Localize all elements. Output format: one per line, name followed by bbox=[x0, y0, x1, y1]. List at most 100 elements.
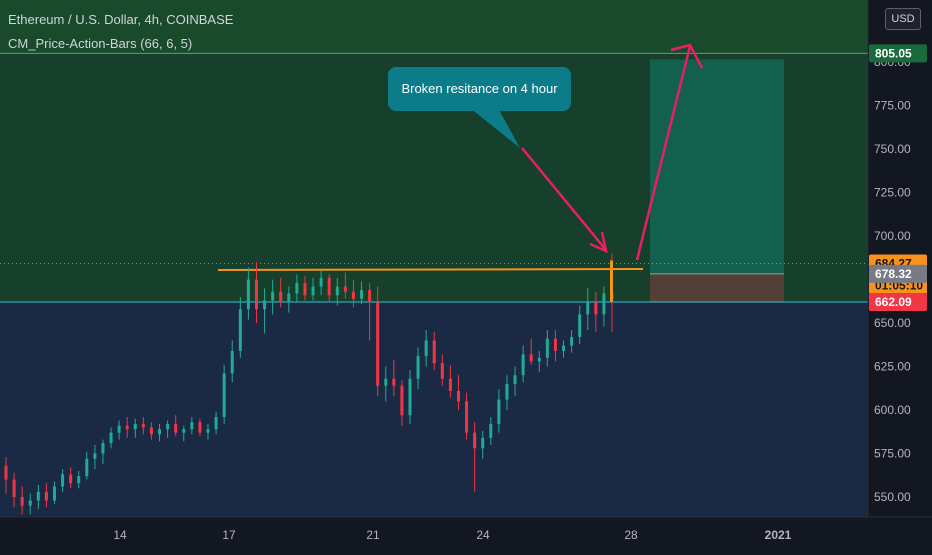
y-tick-label: 575.00 bbox=[874, 447, 911, 461]
candle-body bbox=[513, 375, 517, 384]
candle-body bbox=[166, 423, 170, 430]
candle-body bbox=[61, 474, 65, 487]
candle-body bbox=[222, 373, 226, 417]
candle-body bbox=[20, 497, 24, 506]
candle-body bbox=[149, 427, 153, 435]
candle-body bbox=[311, 286, 315, 296]
candle-body bbox=[327, 277, 331, 296]
candle-body bbox=[376, 302, 380, 386]
candle-body bbox=[553, 338, 557, 351]
candle-body bbox=[190, 422, 194, 430]
x-tick-label: 17 bbox=[222, 528, 236, 542]
candle-body bbox=[52, 486, 56, 501]
candle-body bbox=[44, 491, 48, 501]
candle-body bbox=[109, 432, 113, 444]
candle-body bbox=[174, 423, 178, 433]
candle-body bbox=[489, 423, 493, 438]
candle-body bbox=[263, 300, 267, 310]
candle-body bbox=[416, 356, 420, 379]
x-tick-label: 28 bbox=[624, 528, 638, 542]
candle-body bbox=[214, 416, 218, 430]
current-price-label-bg bbox=[869, 264, 927, 283]
candle-body bbox=[93, 453, 97, 459]
candle-body bbox=[319, 277, 323, 287]
target-arrow-head bbox=[670, 43, 704, 69]
breakout-arrow-head bbox=[589, 231, 608, 254]
x-tick-label: 14 bbox=[113, 528, 127, 542]
y-tick-label: 600.00 bbox=[874, 403, 911, 417]
support-price-label-bg bbox=[869, 293, 927, 312]
candle-body bbox=[279, 291, 283, 303]
candle-body bbox=[521, 354, 525, 376]
candle-body bbox=[481, 437, 485, 449]
candle-body bbox=[101, 443, 105, 454]
candle-body bbox=[246, 279, 250, 310]
candle-body bbox=[594, 302, 598, 315]
target-price-label: 805.05 bbox=[875, 46, 912, 60]
y-tick-label: 750.00 bbox=[874, 142, 911, 156]
candle-body bbox=[141, 423, 145, 428]
candle-body bbox=[287, 293, 291, 303]
candle-body bbox=[570, 336, 574, 346]
target-price-label-bg bbox=[869, 44, 927, 63]
candle-body bbox=[125, 425, 129, 430]
y-tick-label: 625.00 bbox=[874, 360, 911, 374]
candle-body bbox=[400, 385, 404, 416]
breakout-arrow[interactable] bbox=[521, 147, 607, 251]
candle-body bbox=[384, 378, 388, 386]
symbol-title: Ethereum / U.S. Dollar, 4h, COINBASE bbox=[8, 12, 234, 27]
candle-body bbox=[529, 354, 533, 362]
candle-body bbox=[537, 357, 541, 362]
profit-zone[interactable] bbox=[650, 59, 784, 274]
indicator-legend[interactable]: CM_Price-Action-Bars (66, 6, 5) bbox=[8, 36, 193, 51]
candle-body bbox=[182, 429, 186, 433]
support-price-label: 662.09 bbox=[875, 295, 912, 309]
candle-body bbox=[360, 290, 364, 299]
y-tick-label: 700.00 bbox=[874, 229, 911, 243]
x-tick-label: 24 bbox=[476, 528, 490, 542]
currency-button[interactable]: USD bbox=[885, 8, 921, 30]
candle-body bbox=[586, 302, 590, 315]
breakout-candle bbox=[610, 260, 613, 303]
candle-body bbox=[85, 458, 89, 477]
candle-body bbox=[206, 429, 210, 433]
candle-body bbox=[432, 340, 436, 364]
candle-body bbox=[133, 423, 137, 430]
x-tick-label: 21 bbox=[366, 528, 380, 542]
candle-body bbox=[12, 479, 16, 497]
candle-body bbox=[473, 432, 477, 449]
candle-body bbox=[158, 429, 162, 435]
resistance-trendline[interactable] bbox=[217, 268, 644, 271]
x-tick-label: 2021 bbox=[765, 528, 792, 542]
candle-body bbox=[335, 286, 339, 296]
candle-body bbox=[343, 286, 347, 292]
candle-body bbox=[562, 345, 566, 351]
candle-body bbox=[69, 474, 73, 484]
callout-pointer bbox=[470, 108, 520, 148]
candle-body bbox=[4, 465, 8, 480]
candle-body bbox=[448, 378, 452, 391]
time-axis[interactable] bbox=[0, 517, 932, 550]
y-tick-label: 650.00 bbox=[874, 316, 911, 330]
candle-body bbox=[578, 314, 582, 337]
candle-body bbox=[198, 422, 202, 433]
target-arrow[interactable] bbox=[635, 45, 692, 261]
candle-body bbox=[408, 378, 412, 416]
candle-body bbox=[303, 283, 307, 296]
zone-above-target bbox=[0, 0, 868, 54]
annotation-callout[interactable]: Broken resitance on 4 hour bbox=[388, 67, 571, 111]
candle-body bbox=[505, 383, 509, 400]
candle-body bbox=[271, 291, 275, 301]
y-tick-label: 775.00 bbox=[874, 99, 911, 113]
candle-body bbox=[497, 399, 501, 424]
y-tick-label: 725.00 bbox=[874, 186, 911, 200]
candle-body bbox=[117, 425, 121, 433]
candle-body bbox=[545, 338, 549, 358]
candle-body bbox=[456, 390, 460, 402]
candle-body bbox=[238, 309, 242, 351]
loss-zone[interactable] bbox=[650, 273, 784, 303]
candle-body bbox=[254, 279, 258, 310]
candle-body bbox=[295, 283, 299, 294]
